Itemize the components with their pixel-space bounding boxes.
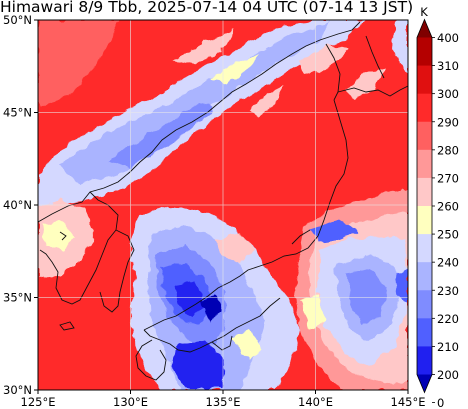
- lon-tick-label: 135°E: [206, 395, 241, 409]
- colorbar-unit: K: [420, 5, 428, 19]
- lon-tick-label: 140°E: [298, 395, 333, 409]
- lon-tick-label: 145°E: [391, 395, 426, 409]
- colorbar-segment: [417, 346, 432, 375]
- longitude-axis: 125°E 130°E 135°E 140°E 145°E: [21, 390, 426, 409]
- colorbar-segment: [417, 37, 432, 66]
- colorbar-segment: [417, 121, 432, 151]
- cloud-field: [38, 20, 408, 390]
- lon-tick-label: 125°E: [21, 395, 56, 409]
- colorbar-label: 220: [437, 312, 459, 326]
- latitude-axis: 50°N 45°N 40°N 35°N 30°N: [3, 13, 38, 397]
- colorbar-extend-bottom: [417, 374, 432, 393]
- colorbar-label: 240: [437, 256, 459, 270]
- gridlines: [38, 20, 408, 390]
- colorbar-label: 260: [437, 200, 459, 214]
- lat-tick-label: 30°N: [3, 383, 32, 397]
- map-title: Himawari 8/9 Tbb, 2025-07-14 04 UTC (07-…: [0, 0, 414, 16]
- colorbar-label: 280: [437, 143, 459, 157]
- colorbar-label: 310: [437, 59, 459, 73]
- colorbar-label: 0: [437, 396, 444, 409]
- lat-tick-label: 40°N: [3, 198, 32, 212]
- lat-tick-label: 35°N: [3, 291, 32, 305]
- colorbar-segment: [417, 206, 432, 235]
- colorbar-label: 270: [437, 171, 459, 185]
- colorbar-segment: [417, 262, 432, 291]
- lat-tick-label: 45°N: [3, 106, 32, 120]
- colorbar-segment: [417, 93, 432, 123]
- colorbar-extend-top: [417, 19, 432, 38]
- colorbar-label: 300: [437, 87, 459, 101]
- colorbar: 400 310 300 290 280 270 260 250 240 230 220 210 200 0: [416, 18, 459, 409]
- colorbar-label: 200: [437, 368, 459, 382]
- coastlines: [38, 21, 408, 381]
- map-panel: [38, 20, 408, 390]
- colorbar-segment: [417, 318, 432, 347]
- colorbar-label: 230: [437, 284, 459, 298]
- colorbar-label: 210: [437, 340, 459, 354]
- lon-tick-label: 130°E: [113, 395, 148, 409]
- colorbar-segment: [417, 290, 432, 319]
- colorbar-label: 250: [437, 228, 459, 242]
- colorbar-label: 400: [437, 31, 459, 45]
- colorbar-segment: [417, 177, 432, 207]
- colorbar-segment: [417, 234, 432, 263]
- lat-tick-label: 50°N: [3, 13, 32, 27]
- colorbar-segment: [417, 65, 432, 95]
- colorbar-segment: [417, 149, 432, 179]
- colorbar-label: 290: [437, 115, 459, 129]
